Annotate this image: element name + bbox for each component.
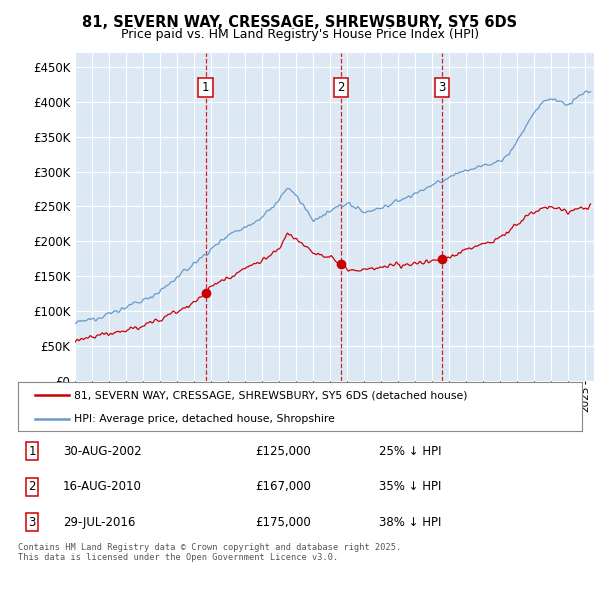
Text: 25% ↓ HPI: 25% ↓ HPI	[379, 445, 442, 458]
Text: 1: 1	[202, 81, 209, 94]
Text: 35% ↓ HPI: 35% ↓ HPI	[379, 480, 442, 493]
Text: 3: 3	[438, 81, 446, 94]
Text: 29-JUL-2016: 29-JUL-2016	[63, 516, 136, 529]
Text: 30-AUG-2002: 30-AUG-2002	[63, 445, 142, 458]
Text: £175,000: £175,000	[255, 516, 311, 529]
Text: 1: 1	[28, 445, 36, 458]
Text: 38% ↓ HPI: 38% ↓ HPI	[379, 516, 442, 529]
Text: HPI: Average price, detached house, Shropshire: HPI: Average price, detached house, Shro…	[74, 414, 335, 424]
Text: 2: 2	[337, 81, 344, 94]
Text: 81, SEVERN WAY, CRESSAGE, SHREWSBURY, SY5 6DS: 81, SEVERN WAY, CRESSAGE, SHREWSBURY, SY…	[82, 15, 518, 30]
Text: Price paid vs. HM Land Registry's House Price Index (HPI): Price paid vs. HM Land Registry's House …	[121, 28, 479, 41]
Text: £125,000: £125,000	[255, 445, 311, 458]
Text: 2: 2	[28, 480, 36, 493]
Text: Contains HM Land Registry data © Crown copyright and database right 2025.
This d: Contains HM Land Registry data © Crown c…	[18, 543, 401, 562]
Text: 81, SEVERN WAY, CRESSAGE, SHREWSBURY, SY5 6DS (detached house): 81, SEVERN WAY, CRESSAGE, SHREWSBURY, SY…	[74, 391, 468, 401]
Text: 3: 3	[28, 516, 36, 529]
Text: £167,000: £167,000	[255, 480, 311, 493]
Text: 16-AUG-2010: 16-AUG-2010	[63, 480, 142, 493]
